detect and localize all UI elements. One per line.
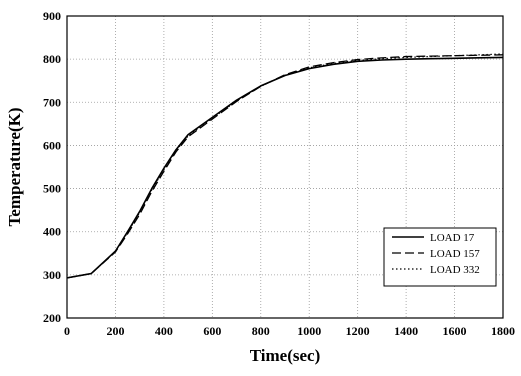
x-tick-label: 400 xyxy=(155,324,173,338)
legend-entry-1: LOAD 17 xyxy=(430,232,475,244)
x-tick-label: 800 xyxy=(252,324,270,338)
y-tick-label: 600 xyxy=(43,138,61,152)
x-tick-label: 1400 xyxy=(394,324,418,338)
x-tick-label: 200 xyxy=(106,324,124,338)
y-tick-label: 900 xyxy=(43,9,61,23)
y-tick-label: 500 xyxy=(43,182,61,196)
legend-entry-3: LOAD 332 xyxy=(430,264,480,276)
y-tick-label: 400 xyxy=(43,225,61,239)
x-tick-label: 1800 xyxy=(491,324,515,338)
x-tick-label: 600 xyxy=(203,324,221,338)
y-axis-label: Temperature(K) xyxy=(5,108,24,227)
x-tick-labels: 0 200 400 600 800 1000 1200 1400 1600 1800 xyxy=(64,324,515,338)
y-tick-label: 800 xyxy=(43,52,61,66)
x-tick-label: 1600 xyxy=(443,324,467,338)
plot-frame xyxy=(66,15,504,319)
series-line-2 xyxy=(66,54,504,279)
y-tick-label: 700 xyxy=(43,95,61,109)
y-tick-labels: 200 300 400 500 600 700 800 900 xyxy=(43,9,61,325)
y-tick-label: 300 xyxy=(43,268,61,282)
series-lines xyxy=(66,53,504,279)
x-tick-label: 1200 xyxy=(346,324,370,338)
x-axis-label: Time(sec) xyxy=(250,346,321,365)
legend: LOAD 17 LOAD 157 LOAD 332 xyxy=(383,227,497,287)
x-tick-label: 1000 xyxy=(297,324,321,338)
x-tick-label: 0 xyxy=(64,324,70,338)
series-line-3 xyxy=(66,53,504,279)
y-tick-label: 200 xyxy=(43,311,61,325)
legend-entry-2: LOAD 157 xyxy=(430,248,480,260)
